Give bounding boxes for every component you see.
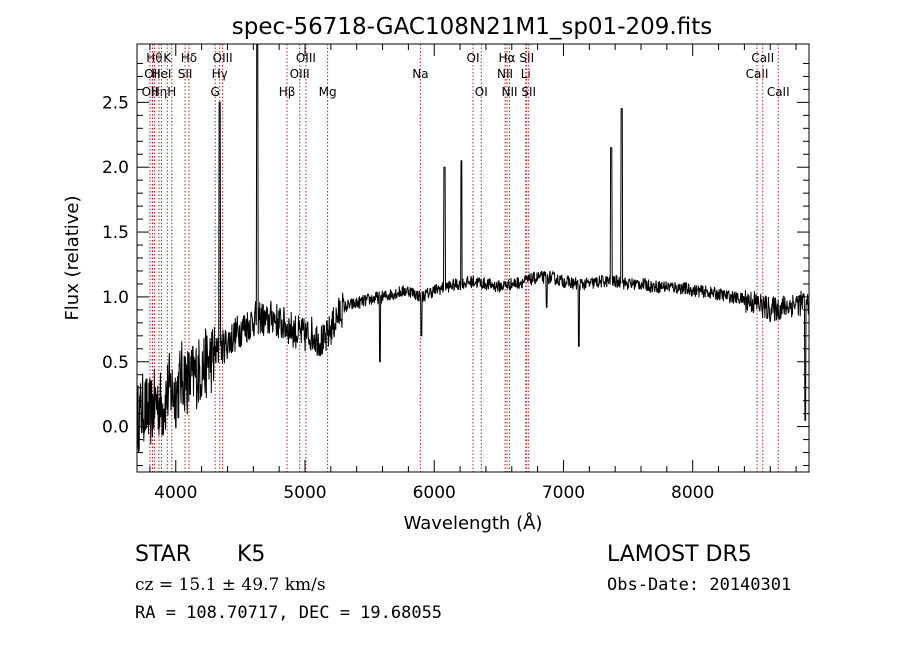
- line-marker-label: CaII: [751, 51, 774, 65]
- line-marker-label: Hδ: [181, 51, 197, 65]
- y-tick-label: 1.5: [102, 223, 129, 243]
- y-tick-label: 1.0: [102, 288, 129, 308]
- coordinates-text: RA = 108.70717, DEC = 19.68055: [135, 603, 442, 623]
- line-marker-label: Li: [521, 67, 531, 81]
- line-markers: OIIOIIHθHηHeIKHSIIHδGHγOIIIHβOIIIOIIIMgN…: [142, 44, 790, 472]
- line-marker-label: OIII: [296, 51, 316, 65]
- x-tick-label: 7000: [542, 483, 585, 503]
- line-marker-label: OII: [142, 85, 159, 99]
- line-marker-label: Mg: [319, 85, 337, 99]
- y-axis-label: Flux (relative): [62, 195, 83, 320]
- line-marker-label: SII: [178, 67, 193, 81]
- line-marker-label: SII: [521, 85, 536, 99]
- x-tick-label: 6000: [413, 483, 456, 503]
- line-marker-label: OI: [467, 51, 480, 65]
- survey-label: LAMOST DR5: [607, 542, 752, 567]
- obs-date-text: Obs-Date: 20140301: [607, 575, 791, 595]
- line-marker-label: CaII: [767, 85, 790, 99]
- y-tick-label: 0.0: [102, 418, 129, 438]
- line-marker-label: SII: [519, 51, 534, 65]
- chart-title: spec-56718-GAC108N21M1_sp01-209.fits: [232, 14, 712, 40]
- line-marker-label: CaII: [746, 67, 769, 81]
- y-tick-label: 2.5: [102, 93, 129, 113]
- line-marker-label: NII: [497, 67, 513, 81]
- spectrum-series: [136, 43, 809, 453]
- line-marker-label: Hα: [499, 51, 516, 65]
- line-marker-label: HeI: [151, 67, 171, 81]
- x-tick-label: 5000: [283, 483, 326, 503]
- line-marker-label: Hβ: [279, 85, 296, 99]
- line-marker-label: Na: [412, 67, 428, 81]
- line-marker-label: OI: [475, 85, 488, 99]
- line-marker-label: K: [163, 51, 172, 65]
- line-marker-label: Hθ: [146, 51, 162, 65]
- line-marker-label: NII: [502, 85, 518, 99]
- redshift-text: cz = 15.1 ± 49.7 km/s: [135, 575, 326, 595]
- line-marker-label: OII: [144, 67, 161, 81]
- spectrum-line: [136, 43, 809, 453]
- x-tick-label: 4000: [154, 483, 197, 503]
- line-marker-label: Hη: [151, 85, 168, 99]
- axis-ticks: 4000 5000 6000 7000 8000 0.0 0.5 1.0 1.5 2.0 2.5: [102, 44, 809, 503]
- line-marker-label: Hγ: [212, 67, 228, 81]
- line-marker-label: H: [167, 85, 176, 99]
- object-subclass: K5: [237, 542, 265, 567]
- y-tick-label: 2.0: [102, 158, 129, 178]
- line-marker-label: OIII: [213, 51, 233, 65]
- x-tick-label: 8000: [671, 483, 714, 503]
- object-class: STAR: [135, 542, 191, 567]
- line-marker-label: OIII: [290, 67, 310, 81]
- line-marker-label: G: [211, 85, 220, 99]
- x-axis-label: Wavelength (Å): [404, 512, 543, 534]
- y-tick-label: 0.5: [102, 353, 129, 373]
